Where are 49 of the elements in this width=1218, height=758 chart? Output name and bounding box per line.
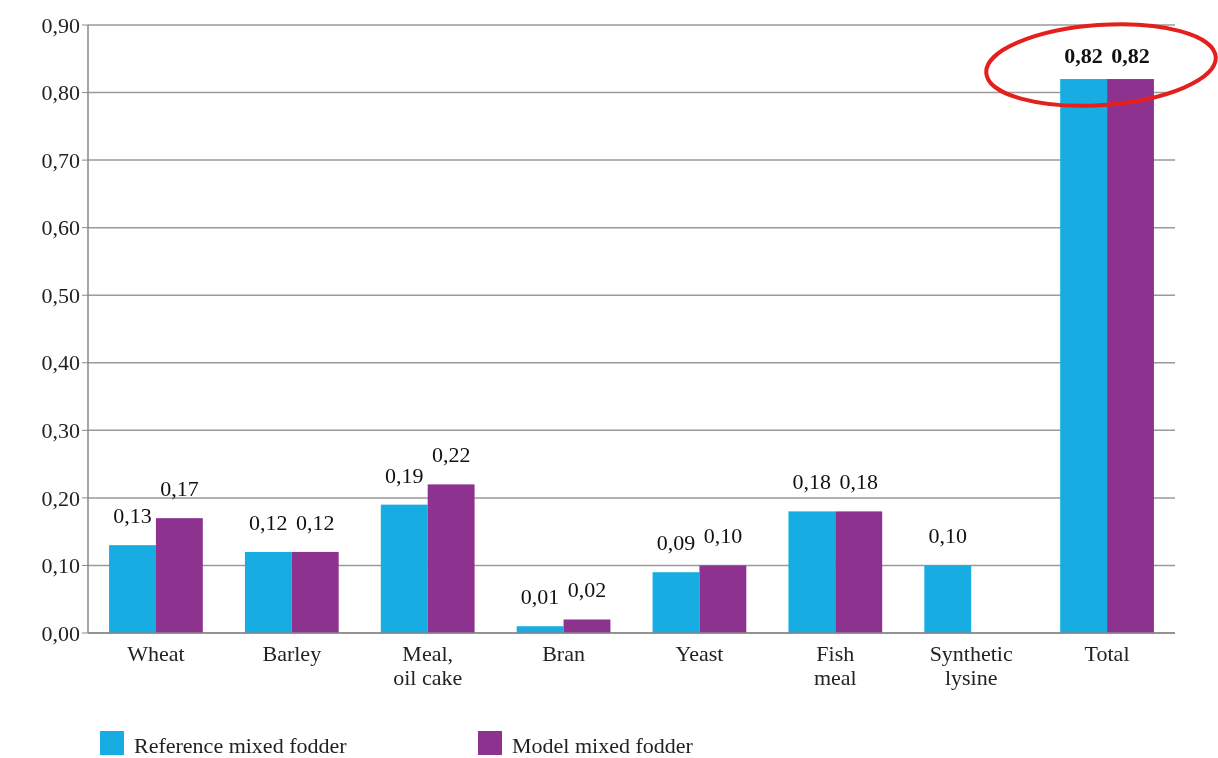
y-tick-label: 0,00 [41,620,80,646]
data-label: 0,01 [520,584,560,610]
data-label: 0,19 [385,462,424,488]
data-label: 0,10 [928,523,967,549]
data-label: 0,17 [160,476,199,502]
y-tick-label: 0,60 [41,215,80,241]
bar [155,518,203,633]
bar [244,551,292,633]
x-tick-label: Fish meal [813,641,857,690]
data-label: 0,02 [567,577,607,603]
y-tick-label: 0,30 [41,418,80,444]
y-tick-label: 0,90 [41,12,80,38]
bar [1060,79,1108,633]
x-tick-label: Bran [542,641,585,666]
data-label: 0,82 [1111,43,1150,69]
data-label: 0,10 [703,523,743,549]
y-tick-label: 0,20 [41,485,80,511]
bar [835,511,883,633]
bar [291,551,339,633]
y-tick-label: 0,50 [41,282,80,308]
y-tick-label: 0,40 [41,350,80,376]
bar [924,565,972,633]
bar [652,572,700,633]
bar [380,504,428,633]
data-label: 0,22 [431,442,471,468]
x-tick-label: Synthetic lysine [929,641,1013,690]
x-tick-label: Total [1084,641,1130,666]
data-label: 0,82 [1064,43,1103,69]
data-label: 0,12 [249,509,288,535]
bar [788,511,836,633]
y-tick-label: 0,80 [41,80,80,106]
bar [109,545,156,633]
bar [563,619,611,633]
data-label: 0,13 [113,503,152,529]
y-tick-label: 0,70 [41,147,80,173]
legend-label: Model mixed fodder [512,732,694,758]
x-tick-label: Yeast [675,641,724,666]
x-tick-label: Wheat [127,641,185,666]
x-tick-label: Barley [262,641,322,666]
data-label: 0,12 [296,509,335,535]
bar [699,565,747,633]
x-tick-label: Meal, oil cake [393,641,463,690]
y-tick-label: 0,10 [41,553,80,579]
data-label: 0,09 [656,530,696,556]
legend-label: Reference mixed fodder [134,732,348,758]
bar [1107,79,1154,633]
data-label: 0,18 [792,469,832,495]
data-label: 0,18 [839,469,878,495]
bar [427,484,475,633]
